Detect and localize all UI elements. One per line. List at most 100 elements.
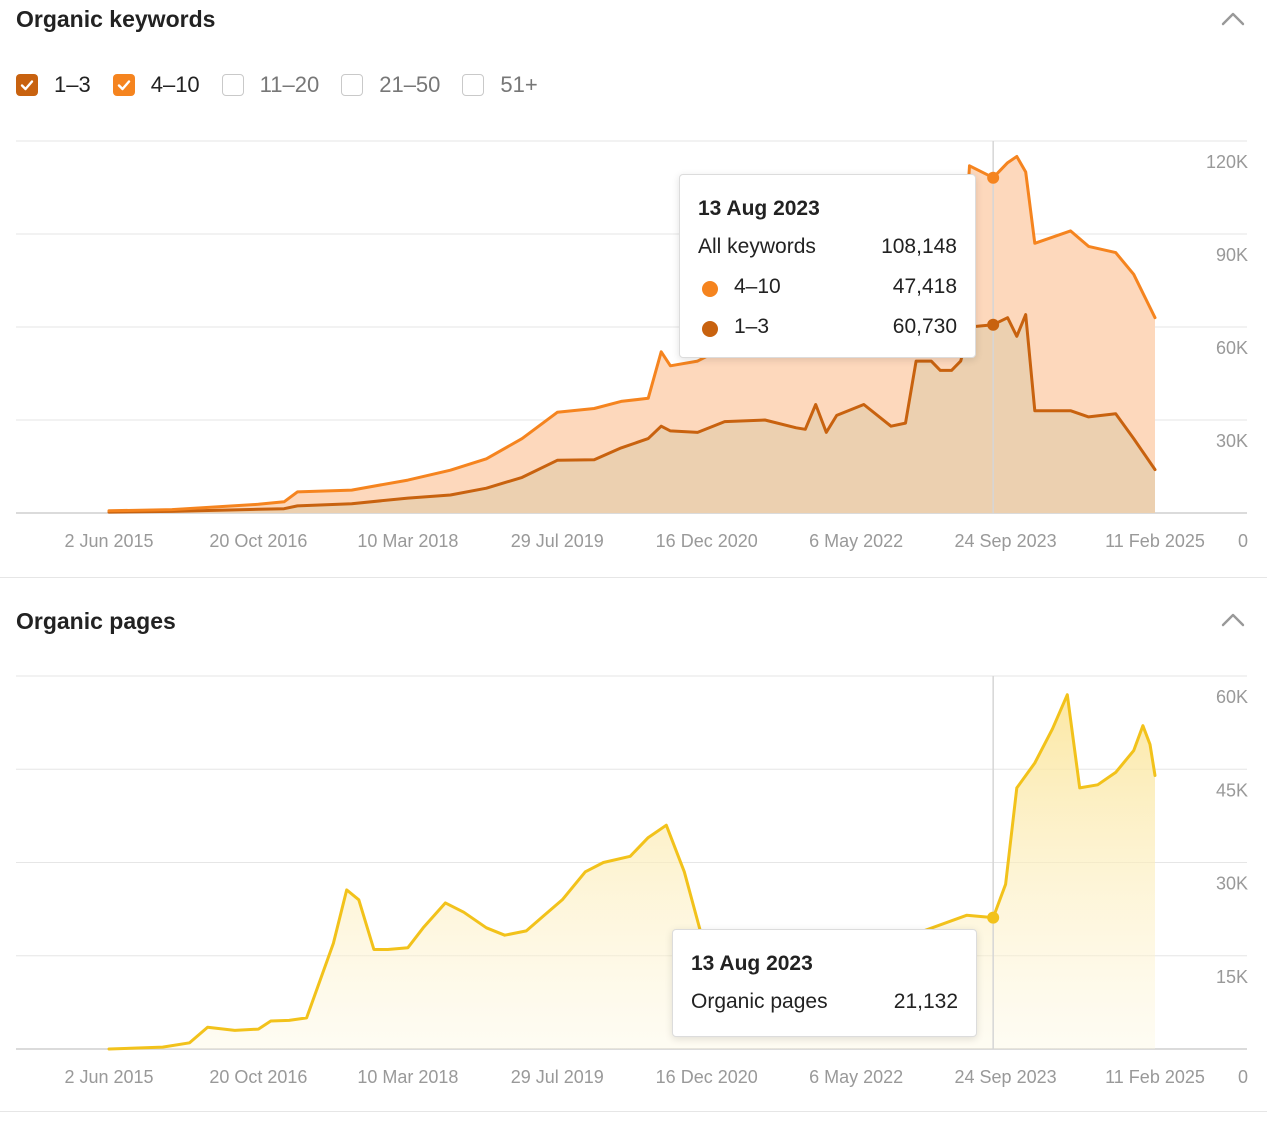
data-point[interactable] — [914, 359, 919, 364]
data-point[interactable] — [1003, 882, 1008, 887]
data-point[interactable] — [555, 458, 560, 463]
data-point[interactable] — [834, 413, 839, 418]
data-point[interactable] — [1032, 241, 1037, 246]
data-point[interactable] — [861, 402, 866, 407]
filter-51+[interactable]: 51+ — [462, 72, 538, 98]
data-point[interactable] — [295, 503, 300, 508]
data-point[interactable] — [555, 410, 560, 415]
data-point[interactable] — [1086, 244, 1091, 249]
data-point[interactable] — [349, 488, 354, 493]
data-point[interactable] — [484, 486, 489, 491]
data-point[interactable] — [695, 359, 700, 364]
data-point[interactable] — [824, 430, 829, 435]
data-point[interactable] — [1131, 748, 1136, 753]
data-point[interactable] — [668, 428, 673, 433]
data-point[interactable] — [583, 869, 588, 874]
data-point[interactable] — [1023, 312, 1028, 317]
data-point[interactable] — [560, 897, 565, 902]
collapse-pages-button[interactable] — [1219, 606, 1247, 634]
data-point[interactable] — [1068, 228, 1073, 233]
data-point[interactable] — [187, 1040, 192, 1045]
data-point[interactable] — [628, 854, 633, 859]
data-point[interactable] — [268, 1019, 273, 1024]
data-point[interactable] — [1153, 315, 1158, 320]
data-point[interactable] — [1113, 770, 1118, 775]
data-point[interactable] — [421, 925, 426, 930]
data-point[interactable] — [668, 363, 673, 368]
data-point[interactable] — [813, 402, 818, 407]
data-point[interactable] — [929, 359, 934, 364]
data-point[interactable] — [1086, 414, 1091, 419]
data-point[interactable] — [1140, 723, 1145, 728]
data-point[interactable] — [958, 359, 963, 364]
data-point[interactable] — [949, 368, 954, 373]
data-point[interactable] — [1023, 170, 1028, 175]
data-point[interactable] — [232, 1028, 237, 1033]
series-line-1-3[interactable] — [107, 313, 1157, 514]
data-point[interactable] — [1148, 742, 1153, 747]
data-point[interactable] — [1032, 408, 1037, 413]
data-point[interactable] — [542, 913, 547, 918]
data-point[interactable] — [1131, 272, 1136, 277]
data-point[interactable] — [520, 436, 525, 441]
data-point[interactable] — [349, 501, 354, 506]
data-point[interactable] — [695, 430, 700, 435]
collapse-keywords-button[interactable] — [1219, 5, 1247, 33]
data-point[interactable] — [169, 507, 174, 512]
organic-keywords-chart[interactable]: 0 30K 60K 90K 120K 2 Jun 2015 20 Oct 2016 10 Ma… — [0, 0, 1267, 577]
data-point[interactable] — [160, 1045, 165, 1050]
data-point[interactable] — [1005, 160, 1010, 165]
filter-11-20[interactable]: 11–20 — [221, 72, 319, 98]
data-point[interactable] — [938, 368, 943, 373]
data-point[interactable] — [601, 860, 606, 865]
data-point[interactable] — [205, 1025, 210, 1030]
data-point[interactable] — [1014, 785, 1019, 790]
data-point[interactable] — [619, 399, 624, 404]
data-point[interactable] — [405, 945, 410, 950]
data-point[interactable] — [448, 468, 453, 473]
data-point[interactable] — [1065, 692, 1070, 697]
data-point[interactable] — [1113, 250, 1118, 255]
data-point[interactable] — [443, 900, 448, 905]
data-point[interactable] — [356, 897, 361, 902]
data-point[interactable] — [484, 925, 489, 930]
data-point[interactable] — [344, 887, 349, 892]
data-point[interactable] — [502, 933, 507, 938]
data-point[interactable] — [1014, 334, 1019, 339]
checkbox[interactable] — [221, 74, 244, 96]
data-point[interactable] — [659, 349, 664, 354]
data-point[interactable] — [256, 507, 261, 512]
data-point[interactable] — [282, 499, 287, 504]
data-point[interactable] — [1131, 436, 1136, 441]
data-point[interactable] — [1005, 315, 1010, 320]
checkbox[interactable] — [462, 74, 485, 96]
data-point[interactable] — [592, 457, 597, 462]
filter-21-50[interactable]: 21–50 — [341, 72, 440, 98]
data-point[interactable] — [646, 835, 651, 840]
data-point[interactable] — [889, 424, 894, 429]
data-point[interactable] — [448, 493, 453, 498]
data-point[interactable] — [1095, 782, 1100, 787]
data-point[interactable] — [682, 869, 687, 874]
data-point[interactable] — [256, 1027, 261, 1032]
data-point[interactable] — [484, 456, 489, 461]
data-point[interactable] — [1068, 408, 1073, 413]
data-point[interactable] — [964, 913, 969, 918]
series-line-Organic-pages[interactable] — [107, 693, 1157, 1051]
data-point[interactable] — [1050, 726, 1055, 731]
data-point[interactable] — [107, 508, 112, 513]
data-point[interactable] — [524, 928, 529, 933]
organic-pages-chart[interactable]: 0 15K 30K 45K 60K 2 Jun 2015 20 Oct 2016 10 Mar… — [0, 578, 1267, 1111]
data-point[interactable] — [256, 502, 261, 507]
data-point[interactable] — [371, 947, 376, 952]
filter-1-3[interactable]: 1–3 — [16, 72, 91, 98]
data-point[interactable] — [1032, 761, 1037, 766]
data-point[interactable] — [295, 489, 300, 494]
data-point[interactable] — [903, 421, 908, 426]
data-point[interactable] — [405, 496, 410, 501]
data-point[interactable] — [619, 445, 624, 450]
data-point[interactable] — [461, 910, 466, 915]
data-point[interactable] — [385, 947, 390, 952]
data-point[interactable] — [1113, 411, 1118, 416]
data-point[interactable] — [282, 506, 287, 511]
